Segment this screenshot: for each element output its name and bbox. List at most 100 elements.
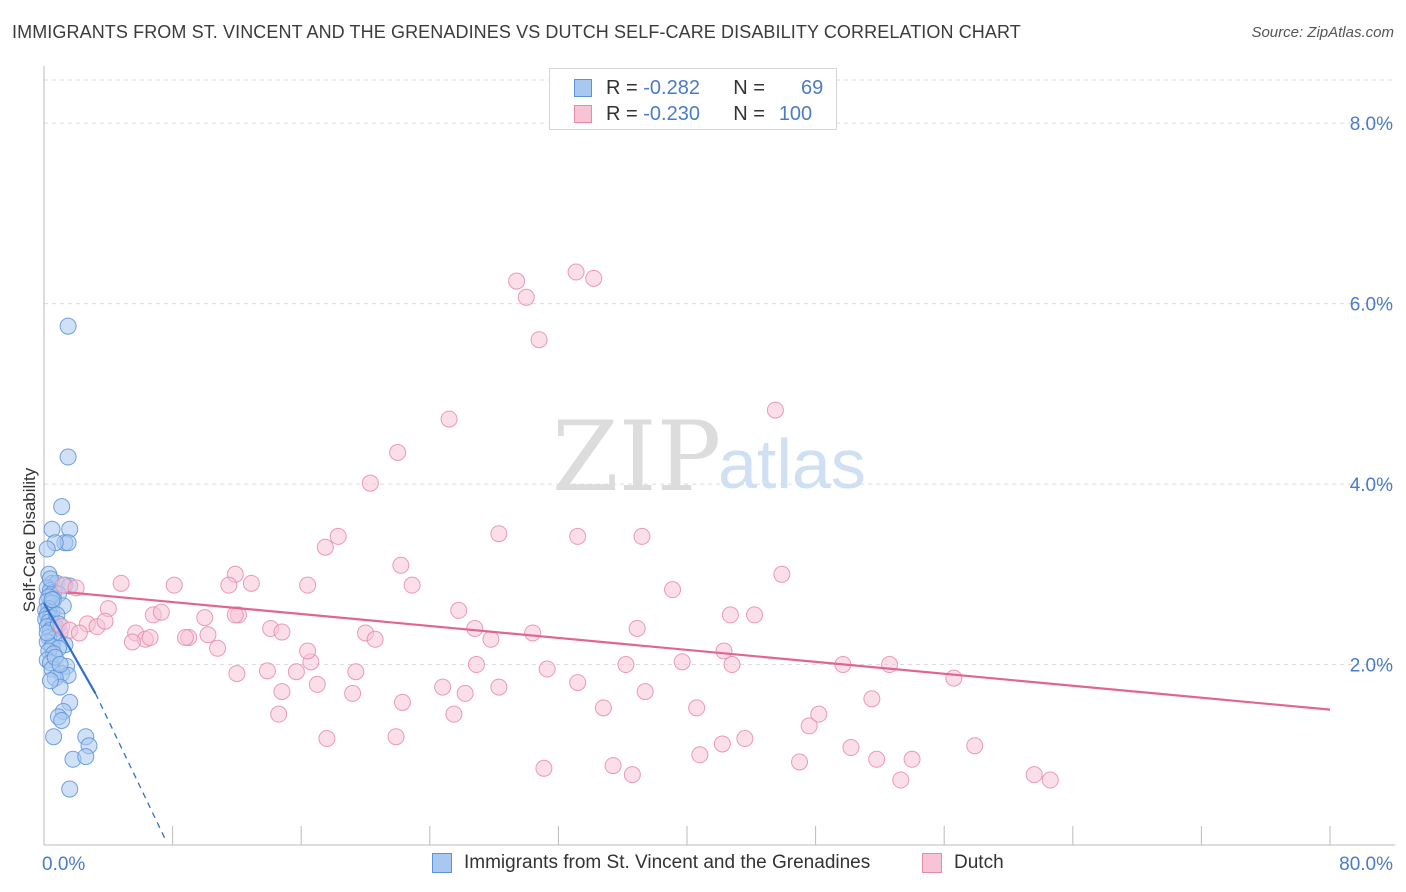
point-dutch (490, 678, 508, 696)
trendlines (43, 591, 1331, 839)
point-dutch (361, 474, 379, 492)
legend-item-immigrants: Immigrants from St. Vincent and the Gren… (432, 852, 870, 874)
legend-r-label: R = (606, 76, 638, 99)
point-immigrants (77, 748, 95, 766)
point-dutch (482, 630, 500, 648)
point-dutch (892, 771, 910, 789)
point-dutch (664, 581, 682, 599)
point-immigrants (45, 728, 63, 746)
point-dutch (766, 401, 784, 419)
point-dutch (392, 556, 410, 574)
series-dutch-points (53, 263, 1059, 789)
point-dutch (196, 609, 214, 627)
point-dutch (713, 735, 731, 753)
point-dutch (715, 642, 733, 660)
point-dutch (366, 630, 384, 648)
point-dutch (141, 628, 159, 646)
point-dutch (569, 527, 587, 545)
point-dutch (287, 663, 305, 681)
legend-r-value: -0.282 (643, 76, 700, 99)
watermark-atlas: atlas (718, 425, 866, 503)
point-dutch (344, 684, 362, 702)
legend-item-dutch: Dutch (922, 852, 1004, 874)
point-immigrants (59, 317, 77, 335)
point-dutch (863, 690, 881, 708)
point-dutch (567, 263, 585, 281)
point-dutch (773, 565, 791, 583)
point-dutch (746, 606, 764, 624)
point-dutch (636, 683, 654, 701)
trendline-immigrants-extension (94, 693, 166, 839)
point-immigrants (41, 672, 59, 690)
point-dutch (387, 728, 405, 746)
point-dutch (628, 619, 646, 637)
y-axis-label: Self-Care Disability (20, 467, 39, 612)
point-dutch (70, 624, 88, 642)
point-dutch (199, 626, 217, 644)
point-dutch (688, 699, 706, 717)
point-immigrants (61, 780, 79, 798)
legend-n-label: N = (733, 102, 765, 125)
point-dutch (810, 705, 828, 723)
trendline-dutch (68, 591, 1331, 711)
point-dutch (456, 684, 474, 702)
point-immigrants (43, 591, 61, 609)
point-dutch (517, 288, 535, 306)
point-dutch (347, 663, 365, 681)
legend-swatch-pink (922, 853, 942, 873)
x-tick-label: 0.0% (42, 854, 85, 875)
legend-swatch-blue (574, 79, 592, 97)
point-dutch (308, 675, 326, 693)
legend-item-label: Dutch (954, 852, 1004, 873)
point-dutch (165, 576, 183, 594)
point-dutch (273, 623, 291, 641)
y-tick-label: 8.0% (1350, 114, 1393, 135)
point-dutch (467, 656, 485, 674)
point-dutch (466, 619, 484, 637)
legend-row-dutch: R = -0.230 N = 100 (574, 101, 812, 127)
point-dutch (945, 669, 963, 687)
point-dutch (569, 674, 587, 692)
point-dutch (868, 750, 886, 768)
point-dutch (530, 331, 548, 349)
point-dutch (299, 576, 317, 594)
point-dutch (96, 612, 114, 630)
point-dutch (434, 678, 452, 696)
point-dutch (966, 737, 984, 755)
legend-r-label: R = (606, 102, 638, 125)
point-dutch (1041, 771, 1059, 789)
point-dutch (445, 705, 463, 723)
point-dutch (800, 717, 818, 735)
point-dutch (299, 642, 317, 660)
point-immigrants (51, 656, 69, 674)
point-dutch (524, 624, 542, 642)
legend-swatch-pink (574, 105, 592, 123)
point-dutch (123, 633, 141, 651)
point-dutch (393, 693, 411, 711)
legend-n-label: N = (733, 76, 765, 99)
point-immigrants (53, 711, 71, 729)
point-dutch (604, 757, 622, 775)
point-dutch (152, 603, 170, 621)
point-immigrants (38, 540, 56, 558)
axes (43, 66, 1395, 846)
point-dutch (316, 538, 334, 556)
point-dutch (585, 269, 603, 287)
legend-r-value: -0.230 (643, 102, 700, 125)
y-tick-label: 6.0% (1350, 295, 1393, 316)
point-dutch (329, 527, 347, 545)
series-legend: Immigrants from St. Vincent and the Gren… (0, 852, 1406, 876)
source-label: Source: ZipAtlas.com (1251, 24, 1394, 41)
point-dutch (842, 739, 860, 757)
y-tick-label: 2.0% (1350, 656, 1393, 677)
legend-n-value: 69 (801, 76, 824, 99)
point-dutch (318, 730, 336, 748)
point-dutch (1025, 766, 1043, 784)
point-dutch (112, 574, 130, 592)
legend-row-immigrants: R = -0.282 N = 69 (574, 75, 823, 101)
legend-item-label: Immigrants from St. Vincent and the Gren… (464, 852, 871, 873)
point-dutch (228, 665, 246, 683)
point-dutch (490, 525, 508, 543)
watermark-zip: ZIP (552, 401, 721, 513)
